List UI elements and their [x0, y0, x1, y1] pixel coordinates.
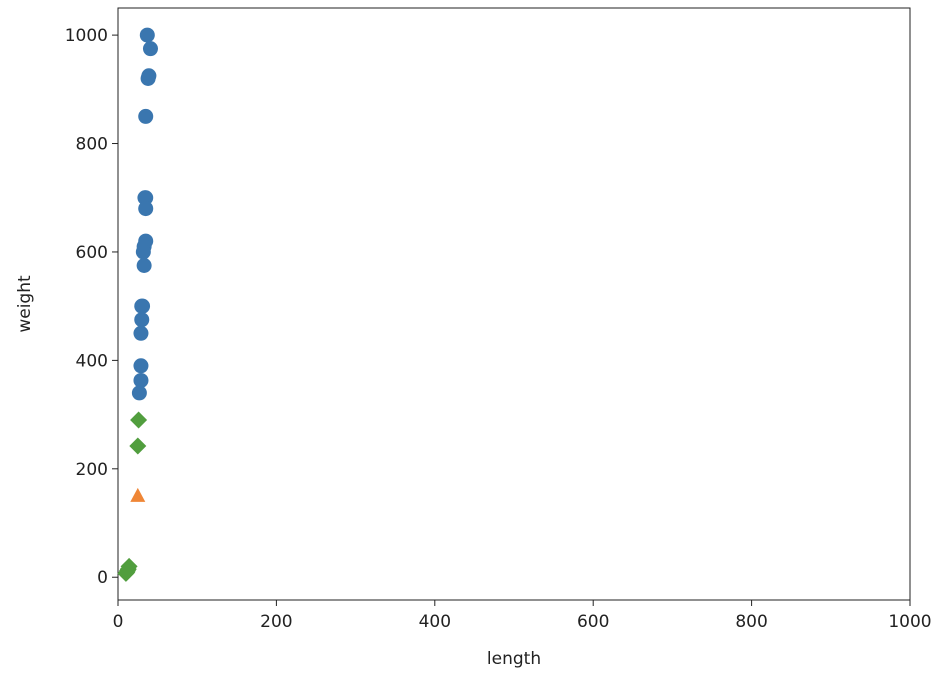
x-tick-label: 200 — [260, 612, 292, 632]
data-point — [130, 487, 146, 502]
data-point — [142, 41, 158, 57]
x-tick-label: 0 — [113, 612, 124, 632]
y-tick-label: 0 — [97, 568, 108, 588]
y-tick-label: 200 — [76, 460, 108, 480]
x-tick-label: 800 — [735, 612, 767, 632]
data-point — [130, 411, 148, 429]
data-point — [133, 358, 149, 374]
data-point — [140, 70, 156, 86]
x-tick-label: 400 — [419, 612, 451, 632]
data-point — [138, 201, 154, 217]
data-point — [134, 298, 150, 314]
y-axis-label: weight — [15, 275, 35, 333]
x-axis-label: length — [487, 649, 541, 669]
data-point — [135, 244, 151, 260]
data-point — [138, 108, 154, 124]
y-tick-label: 400 — [76, 351, 108, 371]
y-tick-label: 800 — [76, 135, 108, 155]
y-tick-label: 1000 — [65, 26, 108, 46]
data-point — [136, 258, 152, 274]
x-tick-label: 1000 — [888, 612, 931, 632]
data-point — [133, 372, 149, 388]
data-point — [138, 190, 154, 206]
data-point — [134, 312, 150, 328]
data-point — [117, 564, 135, 582]
data-point — [133, 325, 149, 341]
plot-frame — [117, 7, 911, 601]
data-point — [129, 437, 147, 455]
y-tick-label: 600 — [76, 243, 108, 263]
x-tick-label: 600 — [577, 612, 609, 632]
data-point — [139, 27, 155, 43]
data-point — [131, 385, 147, 401]
